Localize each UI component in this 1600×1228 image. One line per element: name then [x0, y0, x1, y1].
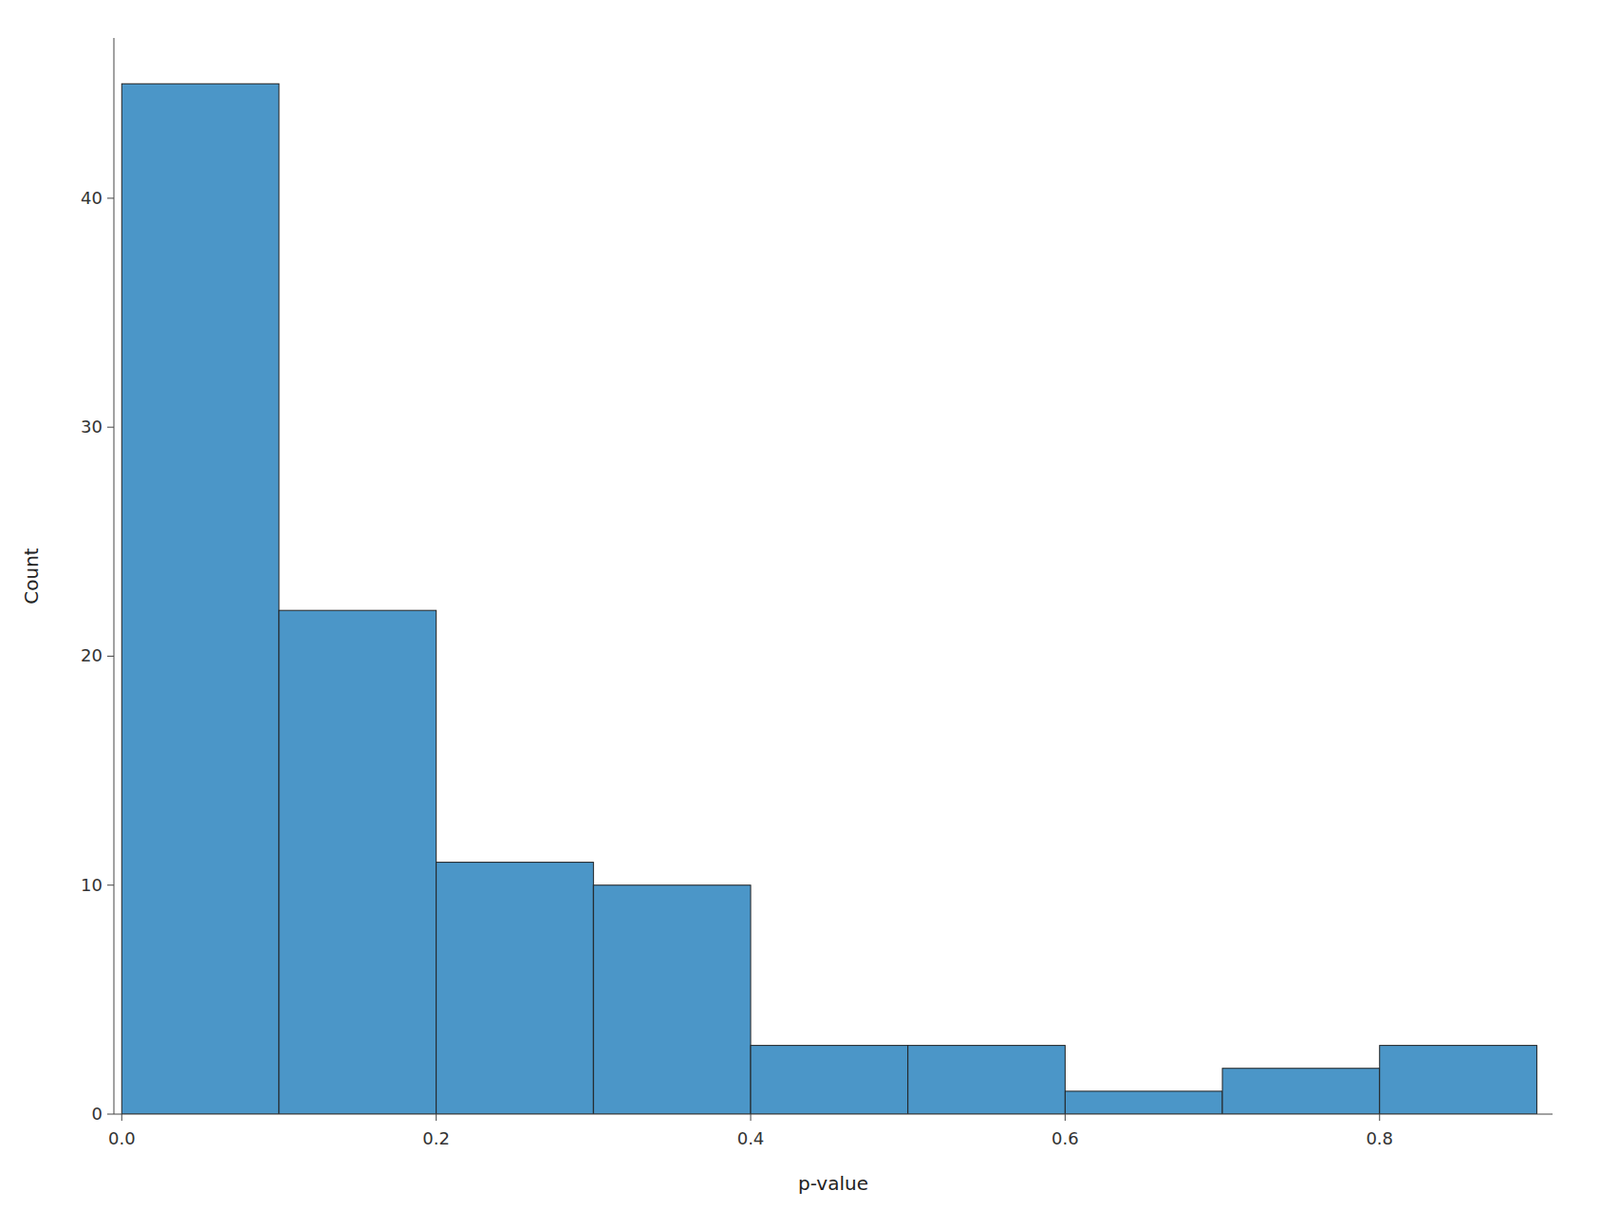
- histogram-bar: [279, 610, 437, 1115]
- histogram-bar: [436, 862, 595, 1115]
- y-tick-label: 0: [92, 1103, 103, 1124]
- y-tick: [107, 197, 114, 199]
- x-tick-label: 0.2: [422, 1128, 450, 1149]
- x-tick-label: 0.4: [737, 1128, 765, 1149]
- x-tick-label: 0.0: [108, 1128, 136, 1149]
- x-tick: [1064, 1114, 1066, 1121]
- histogram-bar: [121, 83, 280, 1115]
- x-tick-label: 0.8: [1365, 1128, 1394, 1149]
- x-axis-label: p-value: [798, 1172, 869, 1195]
- chart: 0.0 0.2 0.4 0.6 0.8 0 10 20 30 40 p-value Count: [0, 0, 1600, 1228]
- histogram-bar: [1222, 1068, 1380, 1115]
- y-axis-label: Count: [19, 547, 43, 605]
- y-tick: [107, 427, 114, 428]
- y-tick: [107, 655, 114, 657]
- histogram-bar: [1379, 1045, 1538, 1115]
- y-axis-line: [113, 37, 115, 1115]
- y-tick-label: 10: [80, 874, 103, 895]
- y-tick-label: 40: [80, 187, 103, 208]
- x-tick-label: 0.6: [1051, 1128, 1080, 1149]
- x-tick: [435, 1114, 437, 1121]
- histogram-bar: [593, 885, 751, 1115]
- y-tick: [107, 884, 114, 886]
- histogram-bar: [1064, 1091, 1223, 1115]
- x-tick: [750, 1114, 752, 1121]
- y-tick: [107, 1114, 114, 1116]
- x-axis-line: [113, 1114, 1553, 1116]
- y-tick-label: 20: [80, 645, 103, 666]
- histogram-bar: [908, 1045, 1066, 1115]
- chart-container: 0.0 0.2 0.4 0.6 0.8 0 10 20 30 40 p-value Count: [0, 0, 1600, 1228]
- y-tick-label: 30: [80, 416, 103, 437]
- bars: [121, 83, 1537, 1115]
- x-tick: [121, 1114, 123, 1121]
- axes: 0.0 0.2 0.4 0.6 0.8 0 10 20 30 40: [80, 37, 1553, 1149]
- histogram-bar: [750, 1045, 909, 1115]
- x-tick: [1378, 1114, 1380, 1121]
